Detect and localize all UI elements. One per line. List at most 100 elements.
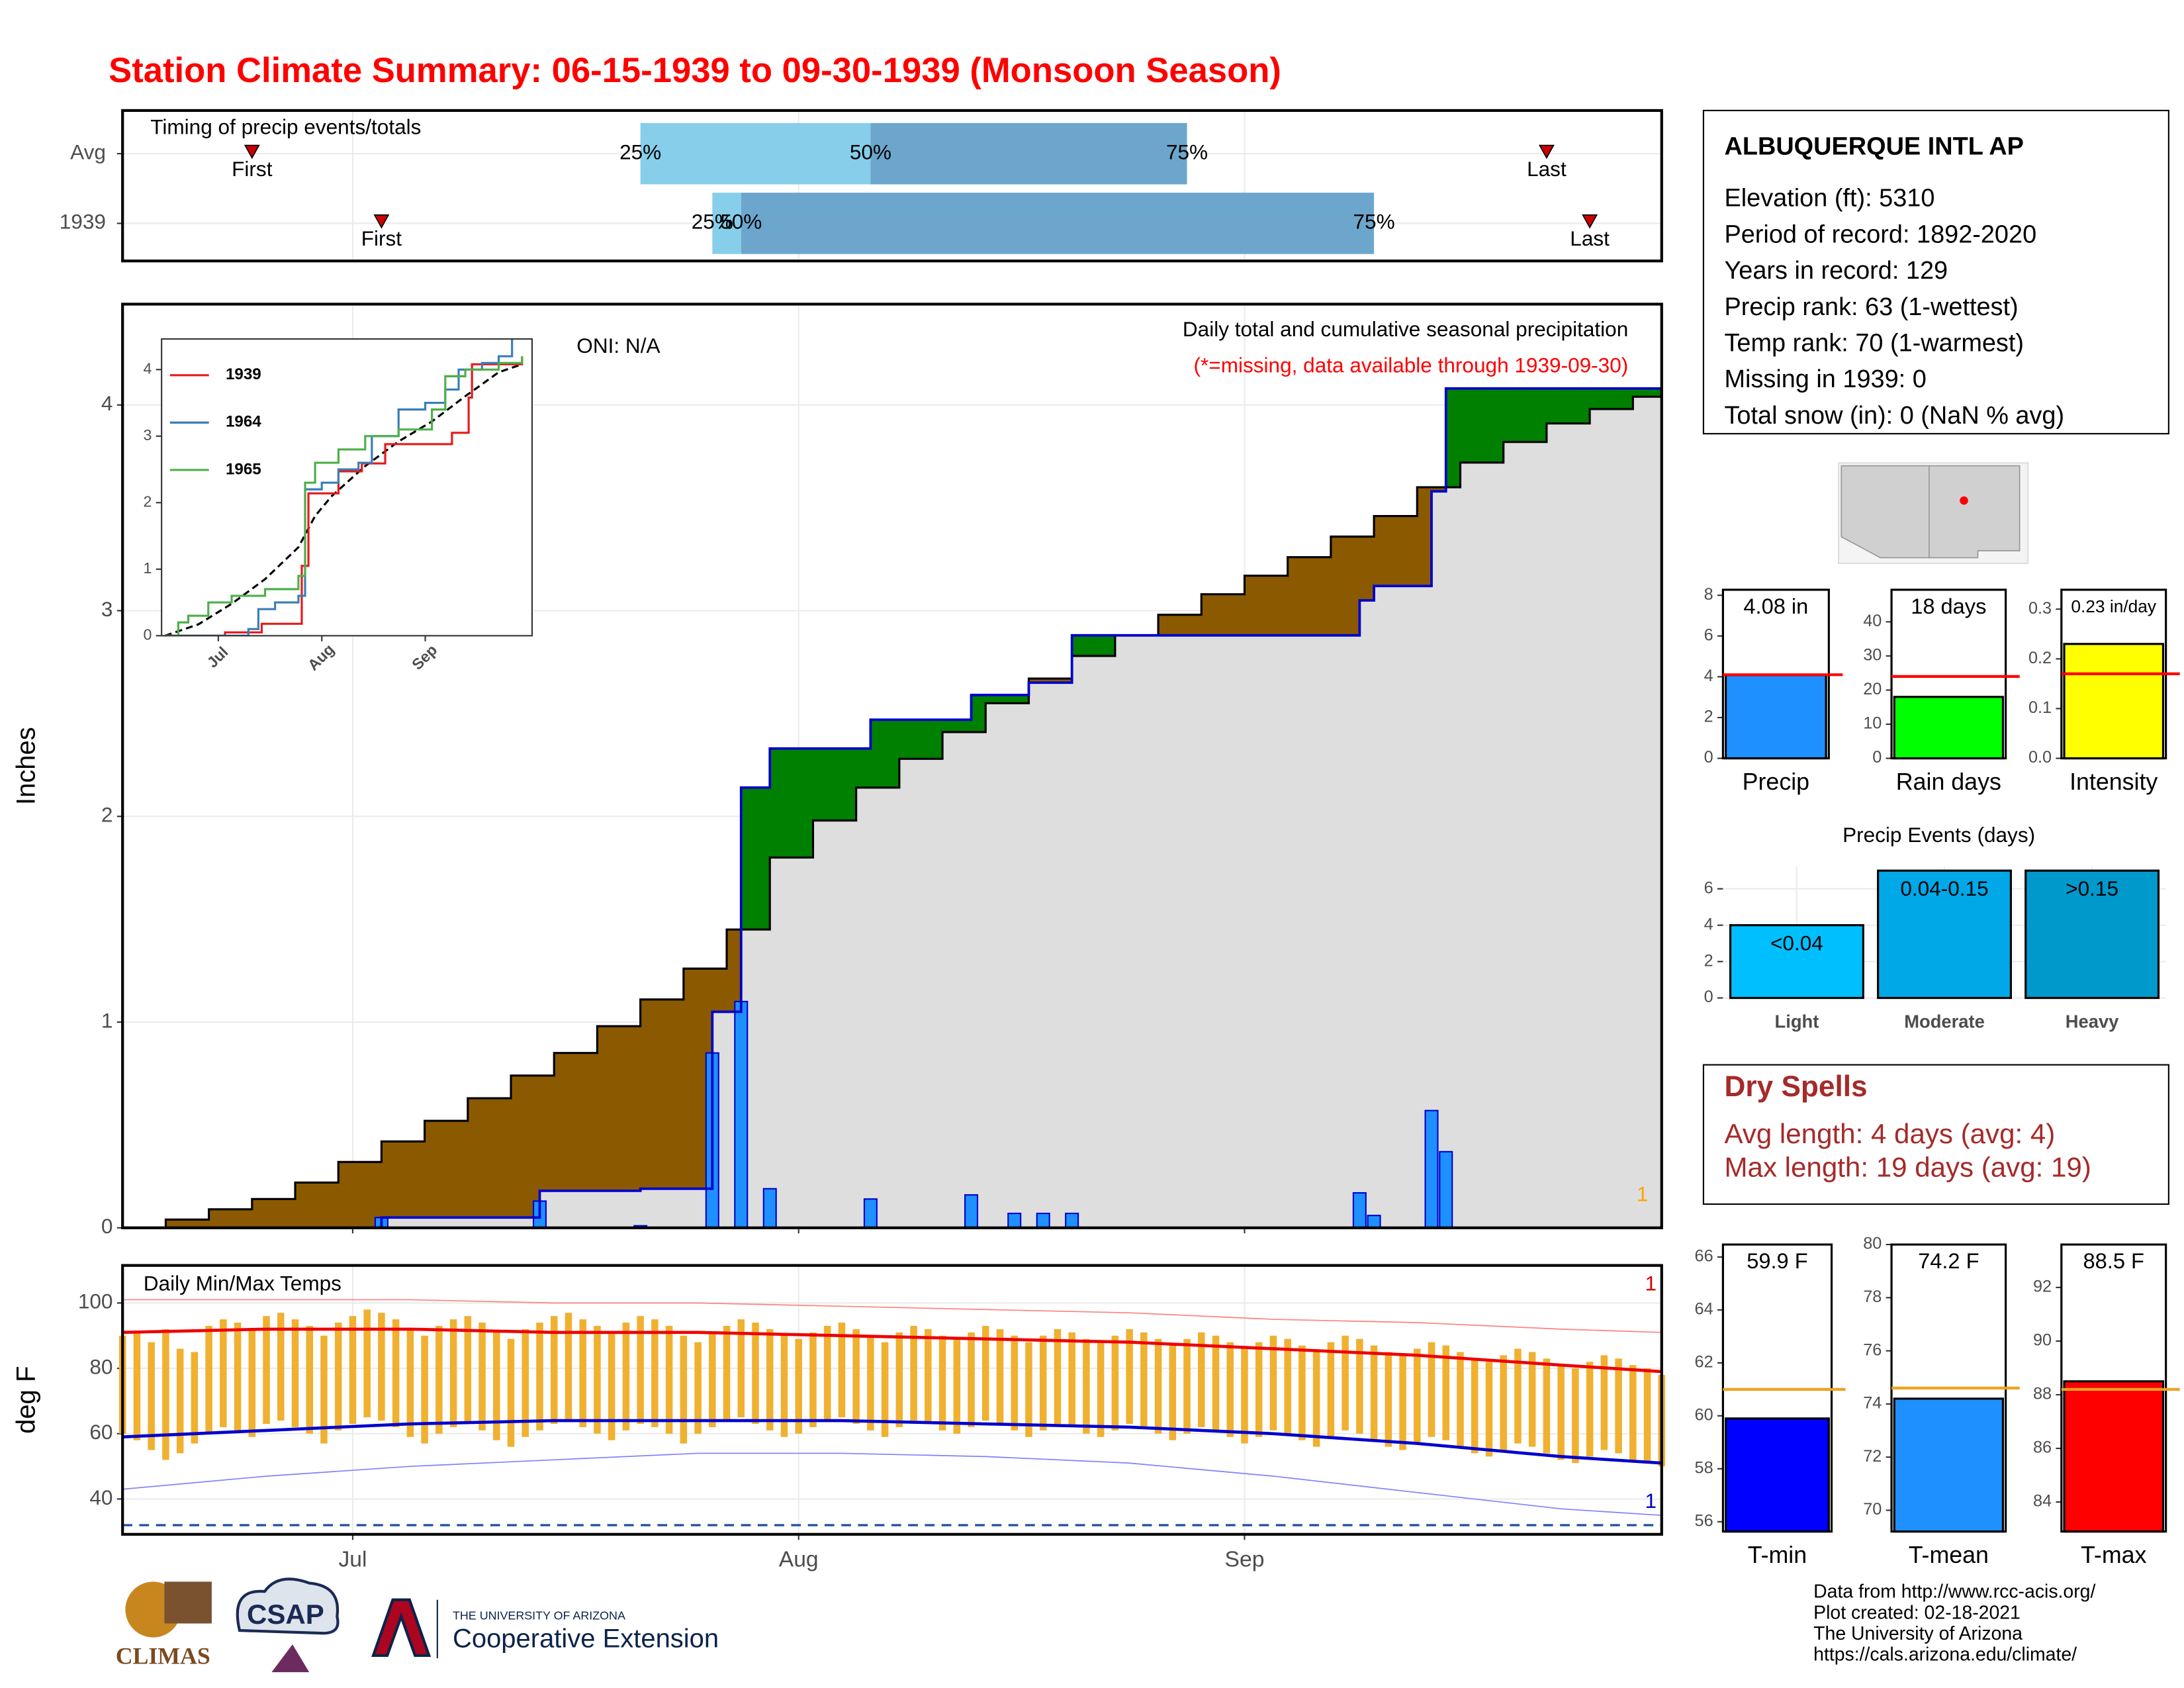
y-tick-label: 2 — [1704, 708, 1713, 726]
dry-spells-line: Avg length: 4 days (avg: 4) — [1724, 1118, 2055, 1149]
daily-temp-bar — [982, 1325, 989, 1421]
daily-temp-bar — [1600, 1355, 1608, 1450]
y-tick-label: 92 — [2033, 1278, 2052, 1296]
class-label: 0.04-0.15 — [1900, 876, 1988, 900]
daily-temp-bar — [1241, 1348, 1248, 1444]
y-axis-label: deg F — [12, 1366, 41, 1434]
daily-temp-bar — [867, 1335, 874, 1430]
y-tick-label: 56 — [1695, 1511, 1713, 1530]
daily-precip-bar — [964, 1194, 979, 1229]
daily-temp-bar — [723, 1325, 731, 1421]
daily-temp-bar — [1226, 1342, 1234, 1437]
y-tick-label: 0 — [101, 1214, 113, 1238]
daily-temp-bar — [823, 1325, 831, 1421]
dry-spells-box — [1702, 1064, 2169, 1205]
daily-temp-bar — [148, 1342, 155, 1450]
x-tick-label: Heavy — [2066, 1011, 2119, 1032]
event-label: Last — [1527, 157, 1567, 181]
y-tick-label: 0 — [1704, 988, 1713, 1006]
daily-temp-bar — [306, 1325, 314, 1434]
daily-temp-bar — [665, 1325, 673, 1434]
event-marker — [244, 144, 260, 160]
value-label: 18 days — [1911, 594, 1986, 618]
daily-temp-bar — [766, 1329, 774, 1430]
panel-border — [121, 109, 1663, 263]
daily-temp-bar — [1528, 1352, 1536, 1447]
daily-temp-bar — [1327, 1342, 1335, 1437]
y-tick-label: 40 — [1863, 612, 1882, 630]
daily-temp-bar — [1284, 1338, 1291, 1434]
daily-temp-bar — [1442, 1345, 1450, 1440]
daily-temp-bar — [1255, 1342, 1263, 1437]
panel-border — [121, 303, 1663, 1229]
y-tick-label: 3 — [101, 597, 113, 621]
y-tick-label: 58 — [1695, 1458, 1713, 1477]
daily-temp-bar — [406, 1329, 414, 1437]
daily-temp-bar — [709, 1332, 716, 1427]
daily-temp-bar — [895, 1332, 903, 1427]
y-tick-label: 64 — [1695, 1300, 1713, 1319]
daily-temp-bar — [1457, 1352, 1464, 1447]
daily-temp-bar — [1471, 1358, 1479, 1454]
y-tick-label: 6 — [1704, 878, 1713, 897]
daily-temp-bar — [220, 1319, 227, 1427]
y-tick-label: 4 — [1704, 915, 1713, 933]
daily-temp-bar — [191, 1352, 199, 1444]
daily-temp-bar — [1298, 1345, 1306, 1440]
station-name: ALBUQUERQUE INTL AP — [1724, 133, 2023, 161]
record-min-line — [122, 1452, 1662, 1517]
daily-temp-bar — [1312, 1352, 1320, 1447]
y-tick-label: Avg — [70, 140, 106, 164]
daily-temp-bar — [752, 1323, 759, 1425]
y-tick-label: 8 — [1704, 585, 1713, 604]
panel-subtitle: (*=missing, data available through 1939-… — [1194, 353, 1629, 377]
daily-temp-bar — [334, 1323, 342, 1430]
summary-bar — [2063, 1380, 2165, 1533]
y-tick-label: 78 — [1863, 1288, 1882, 1306]
station-line: Temp rank: 70 (1-warmest) — [1724, 330, 2024, 357]
daily-temp-bar — [852, 1329, 860, 1425]
panel-title: Daily total and cumulative seasonal prec… — [1183, 317, 1628, 341]
legend-label: 1965 — [226, 460, 261, 478]
daily-temp-bar — [795, 1338, 802, 1434]
daily-temp-bar — [1054, 1329, 1062, 1425]
x-tick-label: Moderate — [1904, 1011, 1985, 1032]
y-tick-label: 2 — [101, 803, 113, 827]
value-label: 88.5 F — [2083, 1248, 2144, 1273]
series-line — [165, 356, 523, 636]
daily-precip-bar — [1007, 1213, 1022, 1229]
daily-temp-bar — [493, 1332, 500, 1440]
daily-temp-bar — [1615, 1358, 1622, 1454]
y-tick-label: 2 — [144, 492, 152, 510]
y-tick-label: 80 — [89, 1354, 113, 1378]
annotation: 1 — [1645, 1271, 1657, 1295]
percent-label: 25% — [619, 140, 661, 164]
daily-precip-bar — [1439, 1150, 1453, 1229]
base-area — [122, 388, 1662, 1228]
logo-extension: Cooperative Extension — [453, 1624, 719, 1653]
summary-bar — [1725, 674, 1827, 760]
category-label: T-mean — [1909, 1542, 1989, 1568]
legend-label: 1964 — [226, 413, 261, 431]
daily-temp-bar — [968, 1332, 975, 1427]
category-label: Rain days — [1896, 769, 2001, 795]
inset-frame — [161, 339, 532, 636]
page-title: Station Climate Summary: 06-15-1939 to 0… — [109, 51, 1281, 90]
daily-temp-bar — [1198, 1332, 1205, 1427]
event-label: First — [232, 157, 273, 181]
y-tick-label: 1939 — [60, 210, 106, 234]
daily-temp-bar — [1514, 1348, 1522, 1444]
annotation: 1 — [1645, 1489, 1657, 1513]
daily-temp-bar — [1269, 1335, 1277, 1430]
daily-temp-bar — [594, 1325, 601, 1434]
daily-precip-bar — [1065, 1213, 1079, 1229]
x-tick-label: Jul — [338, 1548, 367, 1572]
legend-label: 1939 — [226, 365, 261, 383]
credit-line: Plot created: 02-18-2021 — [1813, 1602, 2021, 1623]
daily-temp-bar — [133, 1332, 141, 1440]
panel-title: Daily Min/Max Temps — [144, 1271, 341, 1295]
percent-label: 50% — [720, 210, 762, 234]
category-label: T-min — [1748, 1542, 1807, 1568]
